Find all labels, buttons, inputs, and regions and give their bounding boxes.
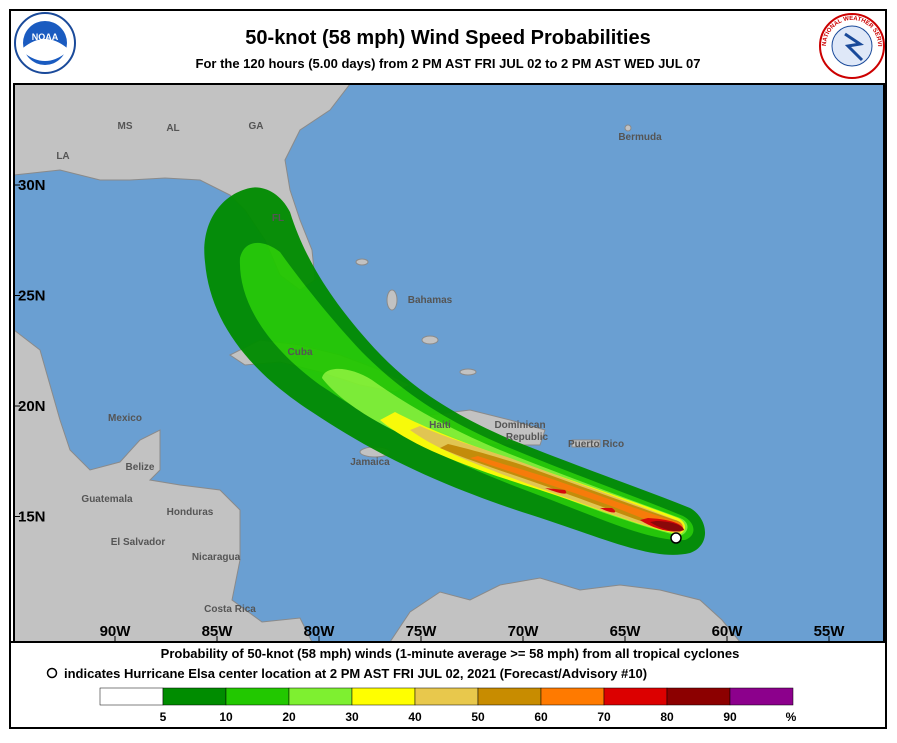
footer-line1: Probability of 50-knot (58 mph) winds (1… (161, 646, 740, 661)
center-symbol (46, 667, 58, 679)
bermuda-island (624, 124, 632, 132)
place-label: AL (166, 123, 179, 134)
lon-label: 70W (508, 623, 540, 640)
lat-label: 20N (18, 398, 46, 415)
legend-swatch (414, 687, 479, 706)
swath-band (650, 521, 684, 532)
legend-unit: % (786, 710, 797, 724)
map: MS AL GA LA Bermuda FL Bahamas Cuba Mexico Haiti D… (14, 84, 884, 642)
legend-swatch (603, 687, 668, 706)
lat-label: 25N (18, 288, 46, 305)
bahamas-island (459, 368, 477, 376)
lon-label: 55W (814, 623, 846, 640)
place-label: FL (272, 213, 284, 224)
place-label: Guatemala (81, 494, 133, 505)
place-label: Haiti (429, 420, 451, 431)
lon-label: 75W (406, 623, 438, 640)
legend: 5 10 20 30 40 50 60 70 80 90% (99, 687, 797, 724)
legend-swatch (666, 687, 731, 706)
legend-swatch (99, 687, 164, 706)
subtitle: For the 120 hours (5.00 days) from 2 PM … (196, 56, 701, 71)
lon-label: 60W (712, 623, 744, 640)
lon-label: 65W (610, 623, 642, 640)
place-label: El Salvador (111, 537, 166, 548)
legend-swatch (729, 687, 794, 706)
place-label: GA (249, 121, 264, 132)
footer-line2: indicates Hurricane Elsa center location… (64, 666, 647, 681)
place-label: Puerto Rico (568, 439, 624, 450)
legend-label: 5 (160, 710, 167, 724)
south-america (389, 577, 741, 642)
lon-label: 90W (100, 623, 132, 640)
place-label: Republic (506, 432, 549, 443)
legend-label: 70 (597, 710, 611, 724)
central-america (14, 329, 313, 642)
probability-swath (204, 187, 706, 555)
storm-center (670, 532, 682, 544)
legend-label: 30 (345, 710, 359, 724)
place-label: Belize (126, 462, 155, 473)
place-label: Dominican (494, 420, 545, 431)
lon-label: 80W (304, 623, 336, 640)
place-label: Jamaica (350, 457, 390, 468)
legend-swatch (540, 687, 605, 706)
legend-swatch (351, 687, 416, 706)
legend-label: 80 (660, 710, 674, 724)
legend-label: 10 (219, 710, 233, 724)
title: 50-knot (58 mph) Wind Speed Probabilitie… (245, 27, 650, 49)
place-label: Costa Rica (204, 604, 256, 615)
bahamas-island (355, 258, 369, 266)
lat-label: 15N (18, 509, 46, 526)
place-label: Honduras (167, 507, 214, 518)
legend-swatch (288, 687, 353, 706)
place-label: Nicaragua (192, 552, 241, 563)
noaa-logo-text: NOAA (32, 32, 59, 42)
legend-label: 20 (282, 710, 296, 724)
legend-label: 40 (408, 710, 422, 724)
noaa-logo: NOAA (14, 12, 76, 74)
lat-label: 30N (18, 177, 46, 194)
bahamas-island (386, 289, 398, 311)
swath-band (545, 488, 684, 532)
place-label: Bahamas (408, 295, 453, 306)
lon-label: 85W (202, 623, 234, 640)
place-label: LA (56, 151, 69, 162)
place-label: MS (118, 121, 133, 132)
place-label: Bermuda (618, 132, 662, 143)
place-label: Cuba (288, 347, 313, 358)
legend-label: 50 (471, 710, 485, 724)
map-ticks: 30N 25N 20N 15N 90W 85W 80W 75W 70W 65W 60W 55W (14, 177, 845, 642)
place-label: Mexico (108, 413, 142, 424)
place-labels: MS AL GA LA Bermuda FL Bahamas Cuba Mexico Haiti D… (56, 121, 662, 615)
legend-swatch (162, 687, 227, 706)
puerto-rico (571, 439, 601, 448)
legend-swatch (477, 687, 542, 706)
swath-band (470, 456, 683, 531)
legend-swatch (225, 687, 290, 706)
bahamas-island (421, 335, 439, 345)
legend-label: 90 (723, 710, 737, 724)
legend-label: 60 (534, 710, 548, 724)
